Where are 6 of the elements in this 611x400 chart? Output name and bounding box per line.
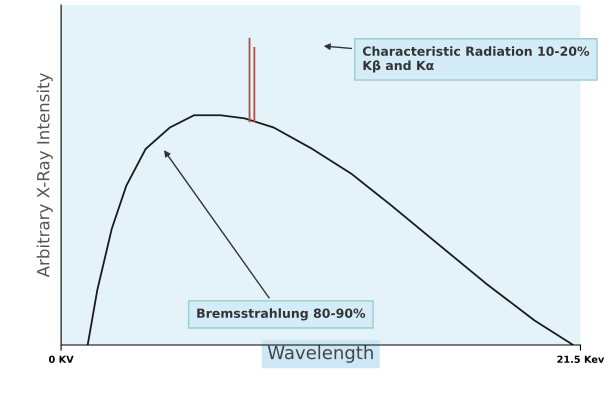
x-axis-title: Wavelength (268, 345, 373, 363)
annotation: Characteristic Radiation 10-20% Kβ and Kα (362, 46, 590, 73)
y-axis-title: Arbitrary X-Ray Intensity (36, 73, 53, 278)
x-tick-label: 0 KV (48, 356, 74, 363)
x-tick-label: 21.5 Kev (557, 356, 604, 363)
annotation: Bremsstrahlung 80-90% (197, 308, 366, 320)
